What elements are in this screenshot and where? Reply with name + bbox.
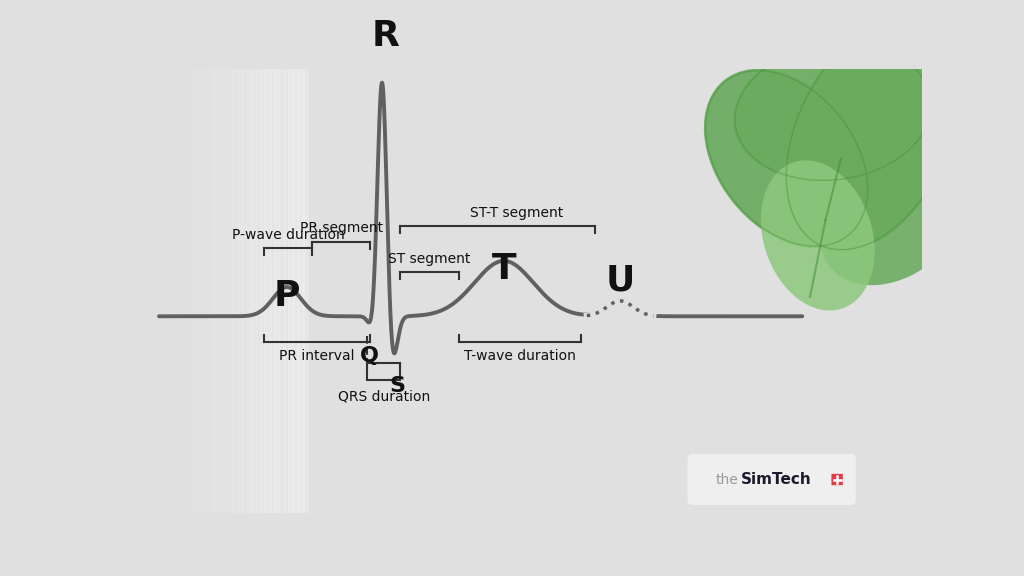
Bar bbox=[269, 69, 276, 513]
Bar bbox=[251, 69, 258, 513]
Bar bbox=[231, 69, 240, 513]
FancyBboxPatch shape bbox=[831, 474, 843, 485]
Bar bbox=[180, 69, 188, 513]
Bar bbox=[260, 69, 267, 513]
Bar bbox=[227, 69, 234, 513]
Text: PR segment: PR segment bbox=[300, 221, 383, 236]
Ellipse shape bbox=[733, 42, 934, 182]
Bar bbox=[283, 69, 291, 513]
Ellipse shape bbox=[819, 139, 971, 285]
Bar bbox=[218, 69, 225, 513]
Bar bbox=[176, 69, 183, 513]
Bar bbox=[213, 69, 221, 513]
Ellipse shape bbox=[761, 160, 874, 310]
Bar bbox=[279, 69, 286, 513]
Bar bbox=[204, 69, 212, 513]
Bar bbox=[368, 363, 400, 380]
Text: R: R bbox=[372, 19, 399, 53]
Bar bbox=[288, 69, 295, 513]
Bar bbox=[264, 69, 272, 513]
Text: P: P bbox=[273, 279, 300, 313]
Text: T: T bbox=[492, 252, 516, 286]
Text: SimTech: SimTech bbox=[741, 472, 812, 487]
Text: the: the bbox=[716, 472, 738, 487]
Bar bbox=[255, 69, 263, 513]
Bar bbox=[171, 69, 179, 513]
Text: QRS duration: QRS duration bbox=[338, 389, 430, 403]
Text: PR interval: PR interval bbox=[279, 350, 354, 363]
Ellipse shape bbox=[703, 69, 869, 248]
Bar bbox=[246, 69, 254, 513]
FancyBboxPatch shape bbox=[687, 454, 856, 505]
Bar bbox=[190, 69, 198, 513]
Text: P-wave duration: P-wave duration bbox=[231, 228, 344, 241]
Text: Q: Q bbox=[360, 346, 379, 366]
Bar bbox=[209, 69, 216, 513]
Bar bbox=[297, 69, 305, 513]
Bar bbox=[302, 69, 309, 513]
Bar bbox=[200, 69, 207, 513]
Bar bbox=[241, 69, 249, 513]
Bar bbox=[292, 69, 300, 513]
Text: ST segment: ST segment bbox=[388, 252, 471, 266]
Ellipse shape bbox=[784, 19, 959, 252]
Bar bbox=[273, 69, 282, 513]
Text: T-wave duration: T-wave duration bbox=[464, 350, 577, 363]
Text: ST-T segment: ST-T segment bbox=[470, 206, 563, 220]
Bar bbox=[167, 69, 174, 513]
Bar bbox=[222, 69, 230, 513]
Text: S: S bbox=[390, 376, 406, 396]
Text: U: U bbox=[605, 263, 635, 297]
Bar bbox=[185, 69, 194, 513]
Bar bbox=[195, 69, 203, 513]
Bar bbox=[237, 69, 245, 513]
